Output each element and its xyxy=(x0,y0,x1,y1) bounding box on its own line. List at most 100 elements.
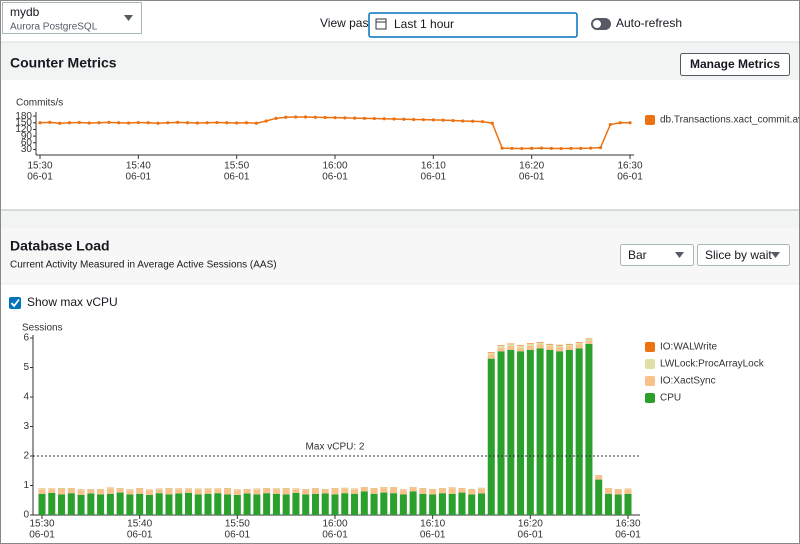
line-point xyxy=(520,146,524,151)
bar-segment xyxy=(67,493,75,515)
bar-segment xyxy=(360,487,368,492)
bar-segment xyxy=(507,349,515,515)
bar-segment xyxy=(399,494,407,515)
bar-segment xyxy=(448,488,456,494)
dropdown-arrow xyxy=(675,252,684,258)
bar-segment xyxy=(106,493,114,515)
bar-segment xyxy=(438,493,446,515)
line-point xyxy=(107,120,111,124)
x-tick-label: 16:00 xyxy=(322,161,347,172)
bar-segment xyxy=(497,345,505,348)
line-point xyxy=(303,115,308,119)
line-point xyxy=(235,121,239,125)
bar-segment xyxy=(419,493,427,515)
bar-segment xyxy=(380,492,388,515)
bar-segment xyxy=(585,340,593,344)
bar-segment xyxy=(341,488,349,494)
bar-segment xyxy=(585,339,593,341)
bar-segment xyxy=(282,489,290,495)
toggle-knob xyxy=(593,20,601,28)
bar-segment xyxy=(194,494,202,515)
bar-segment xyxy=(38,493,46,515)
section-title: Database Load xyxy=(10,238,110,254)
y-tick-label: 2 xyxy=(23,451,29,462)
bar-segment xyxy=(116,488,124,490)
db-select[interactable] xyxy=(2,2,142,34)
line-point xyxy=(294,115,298,119)
line-point xyxy=(392,117,396,121)
bar-segment xyxy=(263,489,271,494)
bar-segment xyxy=(145,490,153,495)
db-engine: Aurora PostgreSQL xyxy=(10,22,98,33)
bar-segment xyxy=(145,489,153,491)
bar-segment xyxy=(536,342,544,343)
bar-segment xyxy=(97,489,105,495)
bar-segment xyxy=(419,488,427,490)
bar-segment xyxy=(302,494,310,515)
bar-segment xyxy=(604,493,612,515)
bar-segment xyxy=(243,493,251,515)
x-tick-label: 06-01 xyxy=(126,172,152,183)
auto-refresh-label: Auto-refresh xyxy=(616,16,682,30)
x-tick-label: 15:50 xyxy=(225,519,250,530)
bar-segment xyxy=(136,489,144,494)
bar-segment xyxy=(58,489,66,495)
line-point xyxy=(87,121,91,125)
slice-select[interactable] xyxy=(697,244,790,266)
bar-segment xyxy=(351,489,359,490)
bar-segment xyxy=(165,494,173,515)
x-tick-label: 06-01 xyxy=(615,530,641,541)
bar-segment xyxy=(165,489,173,495)
bar-segment xyxy=(97,489,105,490)
chart-type-select[interactable] xyxy=(620,244,694,266)
bar-segment xyxy=(126,494,134,515)
line-point xyxy=(185,121,190,125)
line-point xyxy=(402,117,406,121)
bar-segment xyxy=(106,488,114,494)
bar-segment xyxy=(341,493,349,515)
bar-segment xyxy=(507,343,515,345)
line-point xyxy=(166,121,170,125)
bar-segment xyxy=(253,489,261,495)
line-point xyxy=(333,116,337,120)
bar-segment xyxy=(517,351,525,515)
bar-segment xyxy=(585,338,593,340)
line-point xyxy=(362,116,367,120)
bar-segment xyxy=(194,489,202,495)
bar-segment xyxy=(67,489,75,494)
bar-segment xyxy=(194,489,202,490)
y-tick-label: 120 xyxy=(15,124,32,135)
bar-segment xyxy=(370,489,378,494)
y-tick-label: 1 xyxy=(23,480,29,491)
bar-segment xyxy=(565,349,573,515)
calendar-icon xyxy=(375,18,387,30)
bar-segment xyxy=(184,489,193,493)
bar-segment xyxy=(175,488,183,490)
x-tick-label: 06-01 xyxy=(322,530,348,541)
legend-swatch xyxy=(645,376,655,386)
x-tick-label: 06-01 xyxy=(617,172,643,183)
x-tick-label: 06-01 xyxy=(322,172,348,183)
show-max-vcpu-checkbox[interactable] xyxy=(9,297,21,309)
bar-segment xyxy=(155,489,163,490)
line-point xyxy=(598,146,603,150)
select-value: Slice by wait xyxy=(705,248,772,262)
line-point xyxy=(195,121,199,125)
legend-label: CPU xyxy=(660,393,681,404)
x-tick-label: 06-01 xyxy=(519,172,545,183)
x-tick-label: 06-01 xyxy=(421,172,447,183)
bar-segment xyxy=(292,492,300,515)
manage-metrics-button[interactable] xyxy=(680,53,790,76)
bar-segment xyxy=(321,489,329,494)
x-tick-label: 16:10 xyxy=(420,519,445,530)
y-tick-label: 6 xyxy=(23,333,29,344)
bar-segment xyxy=(331,488,339,490)
bar-segment xyxy=(497,347,505,352)
bar-segment xyxy=(585,343,593,515)
bar-segment xyxy=(595,475,603,477)
y-tick-label: 0 xyxy=(23,510,29,521)
bar-segment xyxy=(575,342,583,343)
section-title: Counter Metrics xyxy=(10,55,117,71)
bar-segment xyxy=(351,489,359,494)
view-past-input[interactable] xyxy=(368,12,578,38)
